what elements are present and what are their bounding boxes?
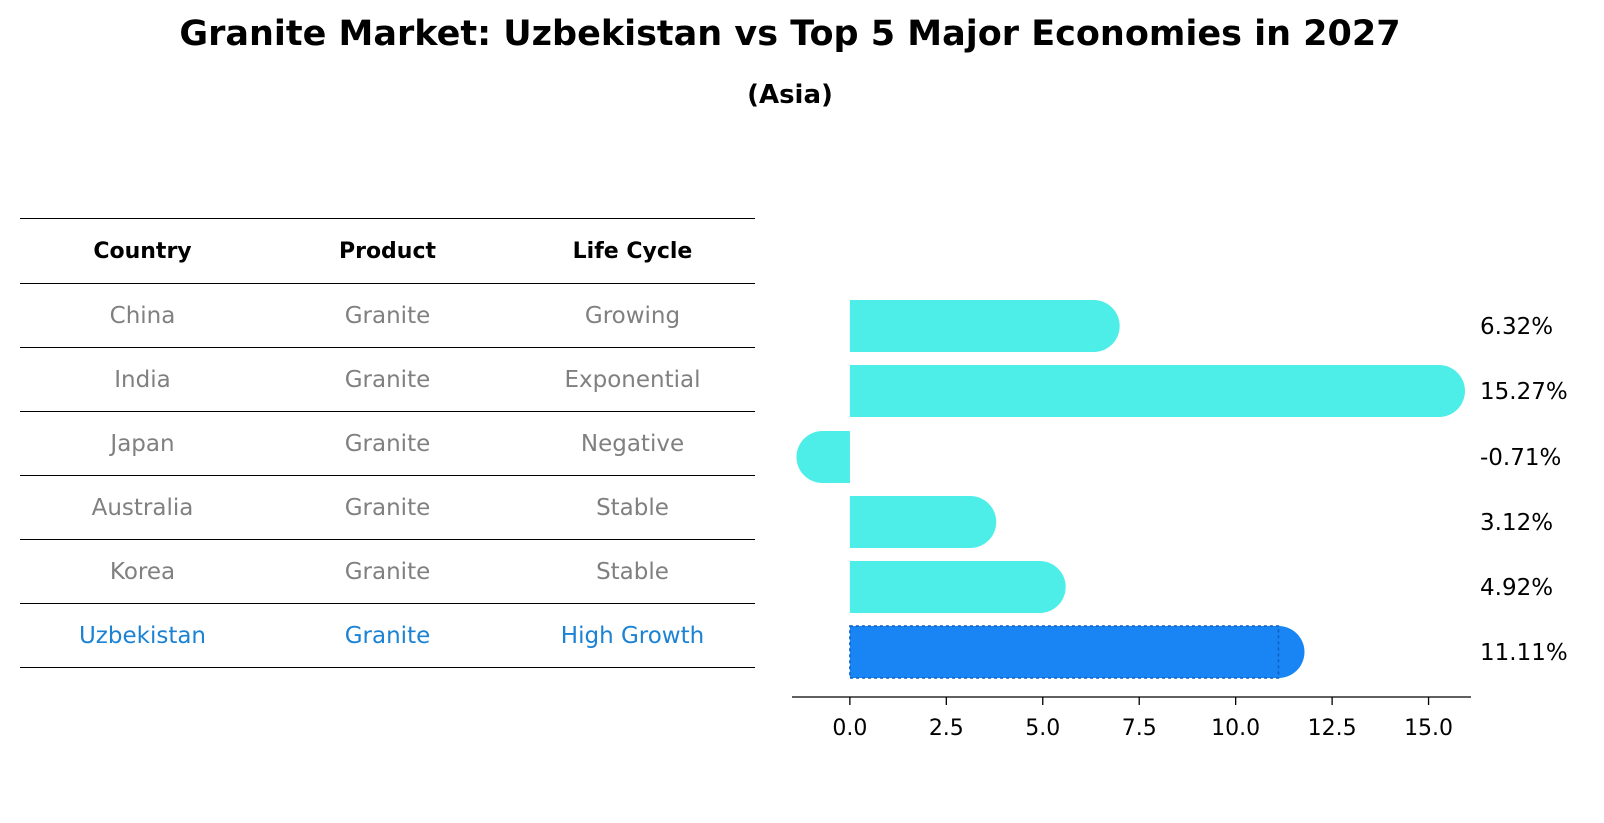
bar-cap [1412, 365, 1465, 417]
header-country: Country [93, 238, 192, 264]
cell-life-cycle: Growing [584, 302, 681, 329]
bar-value-label: 11.11% [1480, 640, 1568, 666]
x-tick-label: 2.5 [929, 716, 964, 741]
cell-product: Granite [344, 430, 431, 457]
cell-life-cycle: Stable [596, 558, 669, 585]
cell-product: Granite [344, 366, 431, 393]
cell-product: Granite [344, 558, 431, 585]
bar [849, 365, 1439, 417]
bar-value-label: 6.32% [1480, 314, 1553, 340]
table-header-row: Country Product Life Cycle [20, 218, 755, 284]
cell-country: India [114, 366, 171, 393]
bar-cap [944, 496, 997, 548]
cell-country: China [109, 302, 176, 329]
cell-life-cycle: Exponential [564, 366, 701, 393]
cell-product: Granite [344, 622, 431, 649]
cell-product: Granite [344, 494, 431, 521]
table-row: Australia Granite Stable [20, 476, 755, 540]
bar [849, 300, 1094, 352]
header-life-cycle: Life Cycle [572, 238, 693, 264]
x-tick-label: 15.0 [1404, 716, 1453, 741]
header-product: Product [338, 238, 437, 264]
cell-life-cycle: Negative [580, 430, 685, 457]
x-tick-label: 5.0 [1025, 716, 1060, 741]
cell-product: Granite [344, 302, 431, 329]
data-table: Country Product Life Cycle China Granite… [20, 218, 755, 668]
bar-value-label: -0.71% [1480, 445, 1561, 471]
bar-value-label: 15.27% [1480, 379, 1568, 405]
bar-value-label: 4.92% [1480, 575, 1553, 601]
cell-country: Japan [110, 430, 175, 457]
table-row-highlight: Uzbekistan Granite High Growth [20, 604, 755, 668]
table-row: India Granite Exponential [20, 348, 755, 412]
x-tick-label: 10.0 [1211, 716, 1260, 741]
bar-cap [1067, 300, 1120, 352]
table-row: Korea Granite Stable [20, 540, 755, 604]
bar-cap [1013, 561, 1066, 613]
bar [849, 561, 1040, 613]
chart-subtitle: (Asia) [747, 80, 833, 110]
x-tick-label: 7.5 [1122, 716, 1157, 741]
chart-title: Granite Market: Uzbekistan vs Top 5 Majo… [179, 14, 1401, 54]
cell-country: Uzbekistan [78, 622, 207, 649]
table-row: Japan Granite Negative [20, 412, 755, 476]
cell-country: Korea [109, 558, 176, 585]
bar-value-label: 3.12% [1480, 510, 1553, 536]
table-row: China Granite Growing [20, 284, 755, 348]
cell-life-cycle: Stable [596, 494, 669, 521]
cell-country: Australia [91, 494, 194, 521]
cell-life-cycle: High Growth [560, 622, 705, 649]
bar [849, 626, 1279, 678]
bar-cap [1252, 626, 1305, 678]
x-tick-label: 0.0 [832, 716, 867, 741]
x-tick-label: 12.5 [1308, 716, 1357, 741]
bar-base [823, 431, 850, 483]
